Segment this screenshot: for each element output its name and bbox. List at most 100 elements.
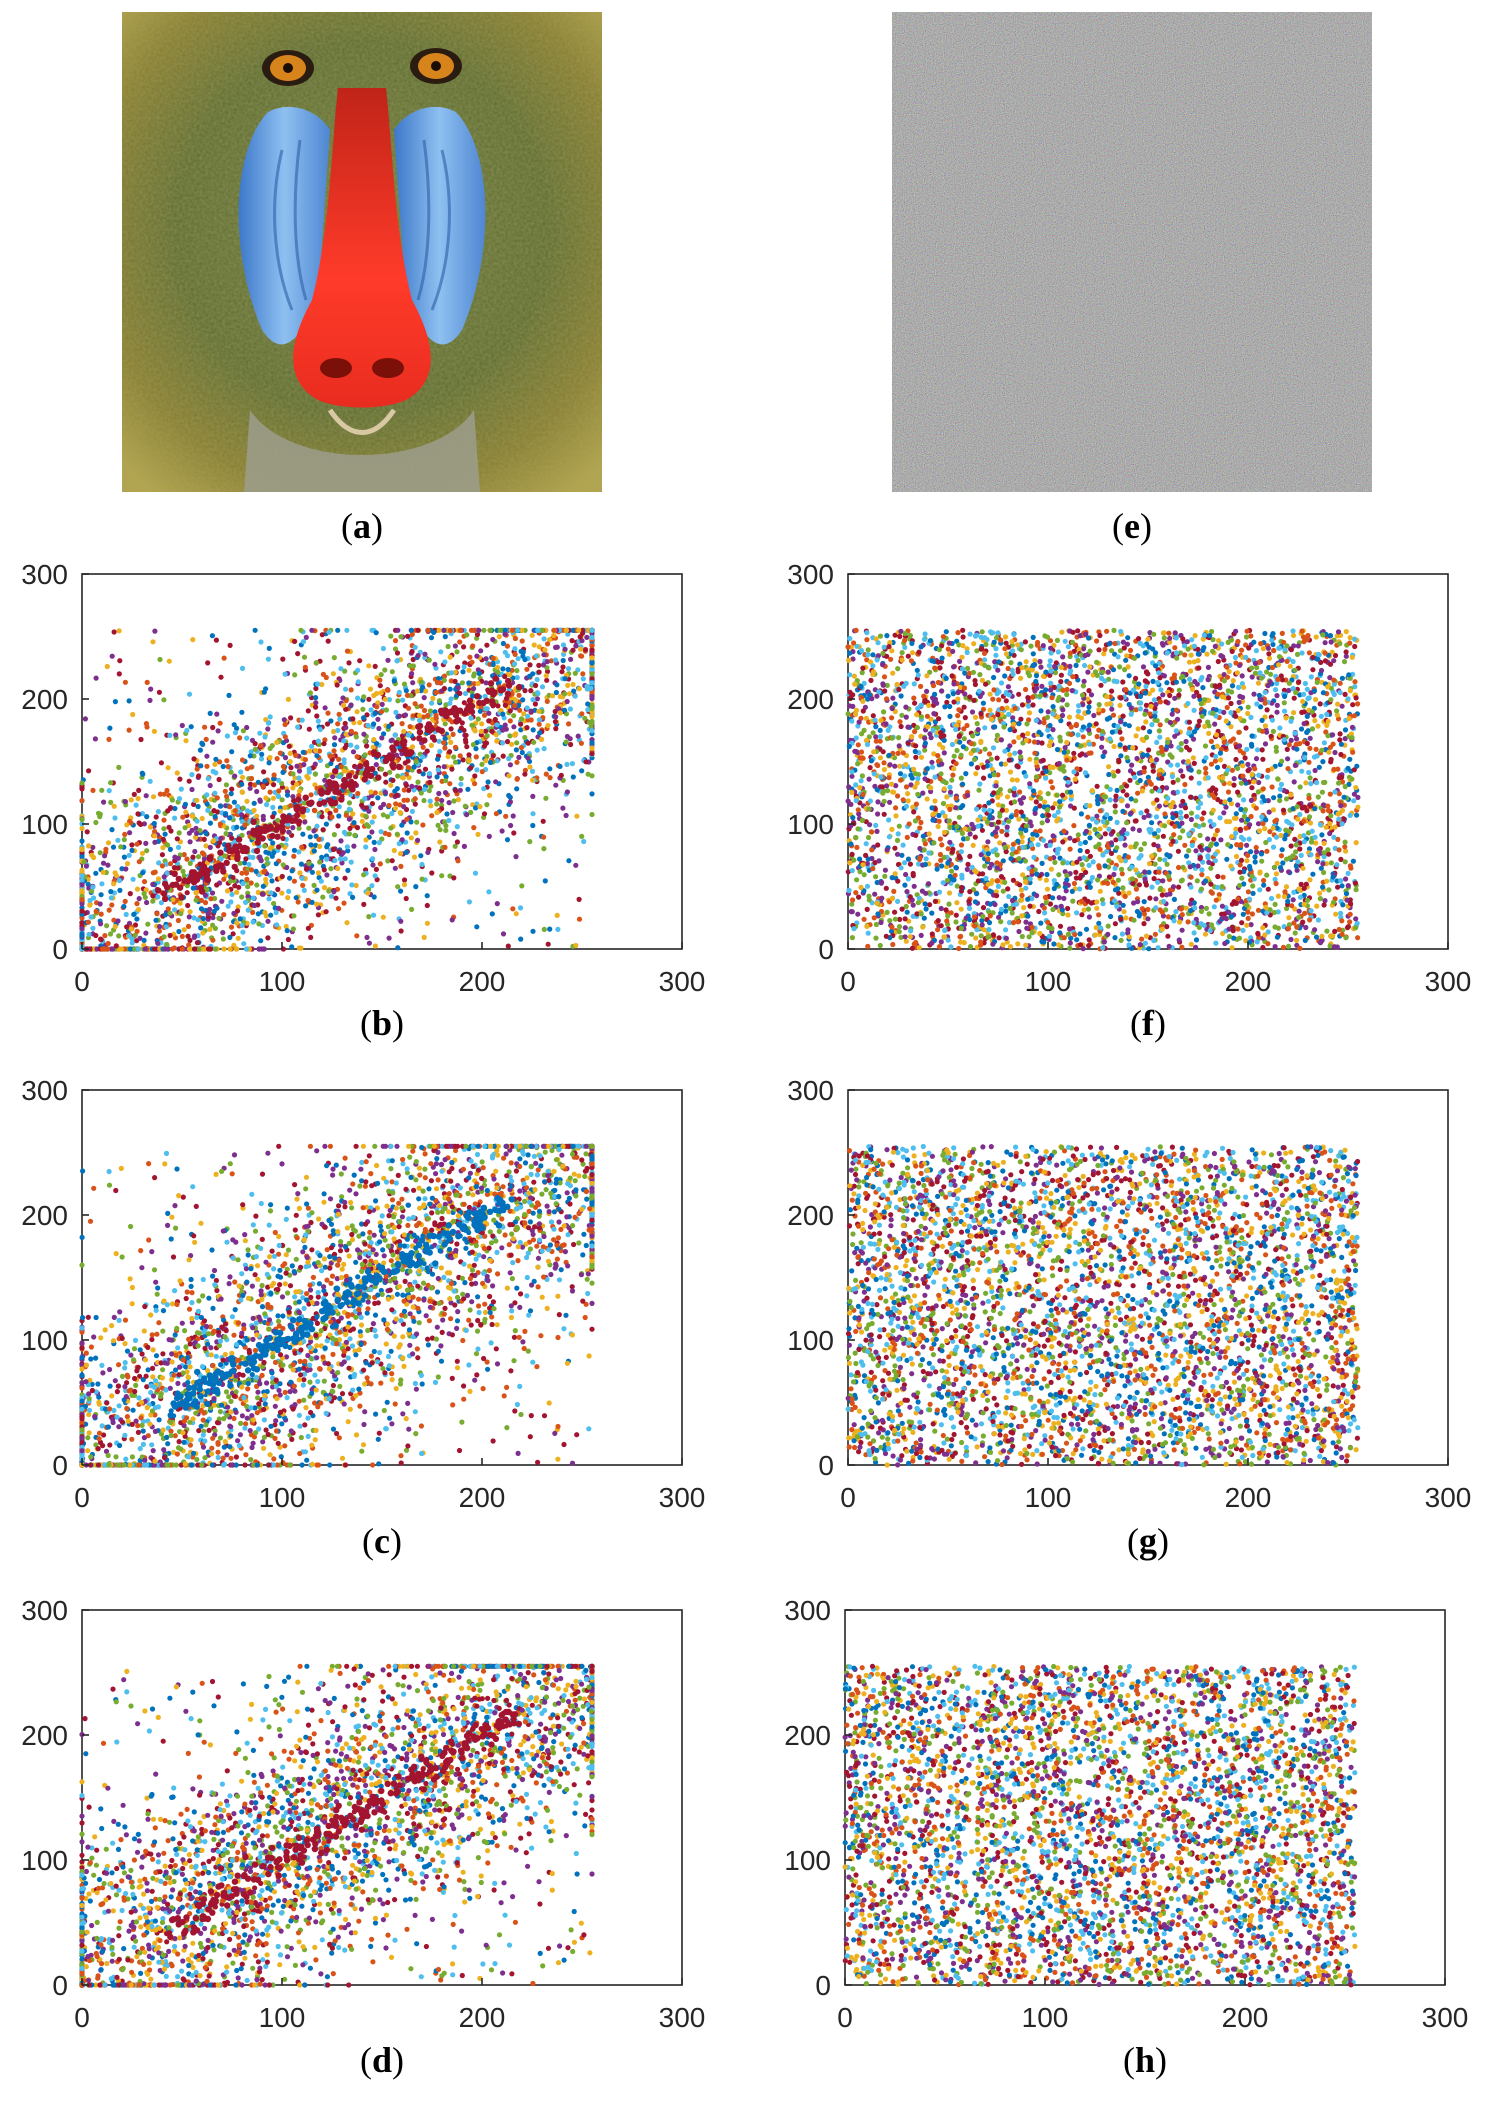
scatter-point — [90, 885, 95, 890]
scatter-point — [316, 837, 321, 842]
scatter-point — [577, 686, 582, 691]
scatter-point — [389, 1229, 394, 1234]
scatter-point — [79, 882, 84, 887]
scatter-point — [589, 791, 594, 796]
scatter-point — [483, 1310, 488, 1315]
scatter-point — [177, 777, 182, 782]
scatter-point — [202, 837, 207, 842]
scatter-point — [187, 692, 192, 697]
scatter-point — [79, 780, 84, 785]
scatter-point — [342, 876, 347, 881]
scatter-point — [410, 649, 415, 654]
scatter-point — [332, 832, 337, 837]
scatter-point — [430, 696, 435, 701]
scatter-point — [530, 633, 535, 638]
scatter-point — [273, 1404, 278, 1409]
scatter-point — [293, 753, 298, 758]
scatter-point — [314, 1428, 319, 1433]
scatter-point — [253, 747, 258, 752]
scatter-point — [435, 757, 440, 762]
scatter-point — [140, 870, 145, 875]
scatter-point — [395, 832, 400, 837]
scatter-point — [223, 1334, 228, 1339]
scatter-point — [403, 712, 408, 717]
scatter-point — [332, 858, 337, 863]
scatter-point — [174, 1326, 179, 1331]
scatter-point — [570, 638, 575, 643]
scatter-point — [392, 789, 397, 794]
scatter-point — [227, 804, 232, 809]
scatter-point — [155, 1285, 160, 1290]
scatter-point — [205, 808, 210, 813]
scatter-point — [467, 655, 472, 660]
scatter-point — [518, 905, 523, 910]
scatter-point — [123, 899, 128, 904]
scatter-point — [584, 759, 589, 764]
scatter-point — [560, 806, 565, 811]
scatter-point — [277, 1268, 282, 1273]
scatter-point — [559, 773, 564, 778]
scatter-point — [218, 721, 223, 726]
scatter-point — [403, 1279, 408, 1284]
scatter-point — [395, 884, 400, 889]
scatter-point — [582, 1174, 587, 1179]
scatter-point — [326, 889, 331, 894]
scatter-point — [458, 782, 463, 787]
scatter-point — [571, 1242, 576, 1247]
scatter-point — [253, 741, 258, 746]
scatter-point — [566, 666, 571, 671]
scatter-point — [79, 897, 84, 902]
scatter-point — [110, 654, 115, 659]
scatter-point — [361, 872, 366, 877]
scatter-point — [555, 1457, 560, 1462]
scatter-point — [168, 933, 173, 938]
scatter-point — [414, 820, 419, 825]
scatter-point — [535, 628, 540, 633]
scatter-point — [478, 648, 483, 653]
scatter-point — [301, 750, 306, 755]
scatter-point — [255, 1263, 260, 1268]
scatter-point — [341, 738, 346, 743]
scatter-point — [455, 824, 460, 829]
scatter-point — [426, 628, 431, 633]
scatter-point — [94, 909, 99, 914]
scatter-point — [565, 699, 570, 704]
scatter-point — [246, 908, 251, 913]
scatter-point — [566, 721, 571, 726]
scatter-point — [137, 859, 142, 864]
scatter-point — [288, 1283, 293, 1288]
scatter-point — [584, 1243, 589, 1248]
scatter-point — [447, 701, 452, 706]
scatter-point — [183, 825, 188, 830]
scatter-point — [100, 946, 105, 951]
scatter-point — [245, 808, 250, 813]
scatter-point — [291, 1367, 296, 1372]
scatter-point-highlight — [293, 804, 299, 810]
scatter-point — [535, 696, 540, 701]
scatter-point — [347, 807, 352, 812]
scatter-point — [388, 783, 393, 788]
scatter-point — [463, 691, 468, 696]
scatter-point — [565, 683, 570, 688]
scatter-point — [480, 769, 485, 774]
scatter-point — [429, 813, 434, 818]
scatter-point — [123, 799, 128, 804]
scatter-point — [118, 844, 123, 849]
scatter-point — [218, 836, 223, 841]
scatter-point — [162, 874, 167, 879]
scatter-point — [413, 701, 418, 706]
scatter-point — [390, 669, 395, 674]
scatter-point — [451, 732, 456, 737]
scatter-point — [291, 926, 296, 931]
scatter-point — [428, 803, 433, 808]
scatter-point — [398, 634, 403, 639]
scatter-point — [589, 812, 594, 817]
scatter-point — [156, 809, 161, 814]
scatter-point — [506, 773, 511, 778]
scatter-point — [458, 628, 463, 633]
scatter-point — [280, 836, 285, 841]
scatter-point — [136, 907, 141, 912]
scatter-point — [344, 813, 349, 818]
scatter-point — [533, 683, 538, 688]
scatter-point — [501, 754, 506, 759]
